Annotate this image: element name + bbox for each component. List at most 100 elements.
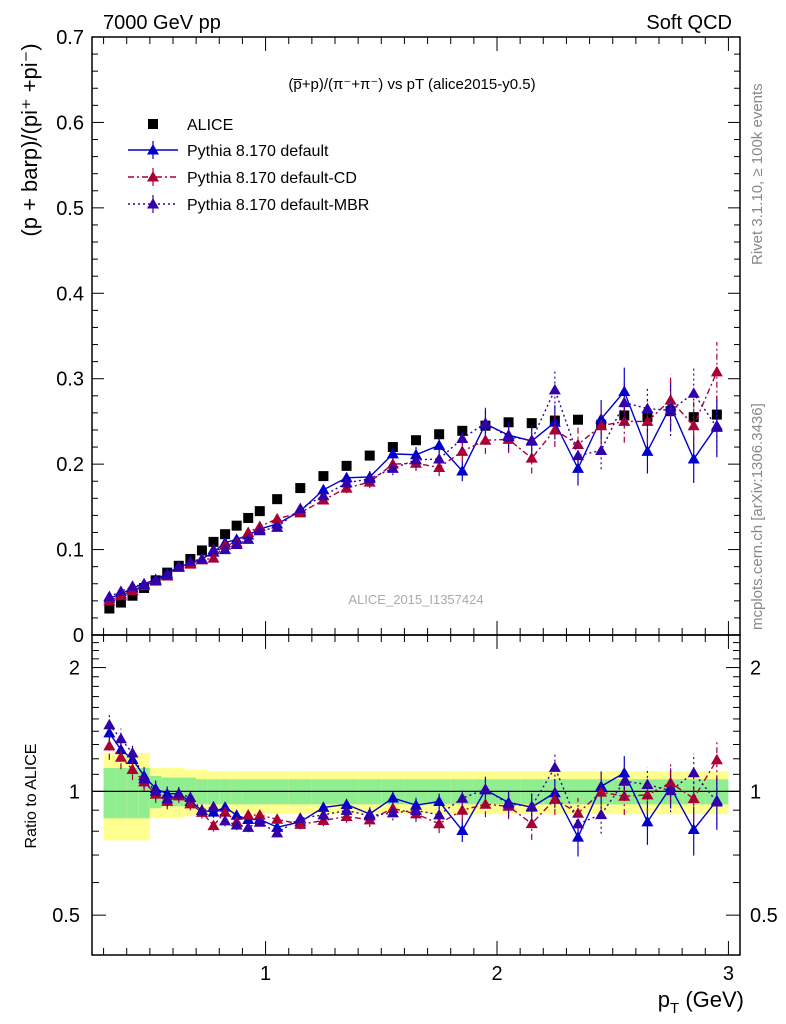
point-cd [207, 552, 220, 563]
point-mbr [410, 453, 422, 465]
ratio-point-cd [253, 809, 266, 820]
ratio-point-mbr [149, 785, 162, 796]
series-mbr [103, 365, 723, 602]
point-mbr [317, 489, 330, 501]
ratio-point-cd [456, 804, 469, 815]
analysis-watermark: ALICE_2015_I1357424 [348, 592, 483, 607]
point-data [196, 545, 207, 556]
point-mbr [114, 585, 127, 596]
ratio-point-cd [207, 819, 220, 831]
x-tick-label: 1 [260, 963, 271, 985]
series-line-mbr [109, 387, 718, 598]
legend-label-data: ALICE [187, 117, 233, 134]
series-line-default [109, 390, 718, 599]
ratio-point-default [317, 801, 330, 812]
point-data [127, 590, 138, 601]
point-cd [548, 423, 561, 435]
ratio-point-mbr [363, 809, 376, 821]
ratio-point-cd [126, 763, 139, 774]
ratio-point-cd [687, 792, 700, 803]
ratio-point-cd [548, 793, 561, 804]
ratio-panel: Ratio to ALICE 0.5 0.5 1 1 2 2 1 2 3 pT (GeV) [23, 634, 778, 1017]
point-mbr [548, 383, 561, 395]
ratio-line-mbr [108, 724, 718, 834]
point-mbr [161, 569, 174, 580]
ratio-point-default [230, 809, 243, 820]
ratio-ticks: 0.5 0.5 1 1 2 2 1 2 3 [52, 635, 778, 985]
point-mbr [149, 574, 162, 585]
point-mbr [456, 432, 469, 444]
ratio-point-mbr [386, 806, 399, 818]
legend-entry-mbr: Pythia 8.170 default-MBR [128, 195, 369, 214]
ratio-point-mbr [641, 778, 654, 789]
main-y-tick-label: 0.5 [56, 198, 84, 220]
ratio-point-mbr [618, 775, 631, 786]
point-data [231, 520, 242, 531]
mcplots-label: mcplots.cern.ch [arXiv:1306.3436] [749, 403, 766, 630]
point-cd [271, 512, 284, 524]
ratio-series-mbr [103, 713, 723, 842]
point-data [295, 483, 306, 494]
ratio-point-cd [710, 753, 723, 765]
ratio-point-mbr [525, 800, 538, 811]
main-y-tick-label: 0.4 [56, 283, 84, 305]
point-data [318, 471, 329, 482]
ratio-point-cd [242, 809, 255, 820]
ratio-point-mbr [572, 817, 584, 829]
main-series [103, 341, 723, 614]
ratio-point-cd [595, 786, 608, 797]
point-data [115, 597, 126, 608]
point-mbr [138, 578, 151, 590]
main-y-tick-label: 0.7 [56, 27, 84, 49]
ratio-point-mbr [456, 792, 469, 803]
point-mbr [687, 387, 700, 398]
ratio-y-axis-label: Ratio to ALICE [23, 744, 40, 849]
legend-entry-cd: Pythia 8.170 default-CD [128, 168, 357, 187]
ratio-point-mbr [548, 761, 561, 772]
ratio-point-cd [103, 739, 116, 751]
legend-entry-default: Pythia 8.170 default [128, 141, 329, 160]
point-cd [479, 434, 492, 445]
point-mbr [207, 543, 220, 555]
ratio-point-mbr [172, 787, 185, 799]
point-mbr [172, 560, 185, 572]
point-data [364, 450, 375, 461]
ratio-line-default [108, 732, 718, 839]
ratio-point-mbr [317, 808, 330, 820]
x-tick-label: 2 [491, 963, 502, 985]
main-y-axis-label: (p + barp)/(pi⁺ +pi⁻) [17, 43, 42, 236]
ratio-point-mbr [103, 718, 116, 730]
ratio-point-cd [525, 817, 538, 829]
point-mbr [253, 524, 266, 536]
band-inner-bin [115, 767, 127, 819]
ratio-point-mbr [114, 732, 127, 744]
point-data [341, 460, 352, 471]
point-cd [456, 445, 469, 456]
chart-title: (p̅+p)/(π⁻+π⁻) vs pT (alice2015-y0.5) [288, 76, 535, 93]
ratio-point-default [340, 798, 353, 809]
point-mbr [641, 402, 654, 414]
point-data [526, 418, 537, 429]
main-y-tick-label: 0.1 [56, 540, 84, 562]
point-mbr [363, 472, 376, 484]
legend-marker-default [147, 144, 159, 155]
band-inner-bin [138, 767, 150, 819]
ratio-point-mbr [207, 800, 220, 812]
ratio-point-mbr [710, 796, 723, 807]
ratio-point-mbr [340, 804, 353, 815]
point-mbr [184, 555, 197, 567]
header-left: 7000 GeV pp [103, 12, 221, 34]
ratio-point-mbr [138, 772, 151, 784]
point-data [272, 494, 283, 505]
point-data [243, 512, 254, 523]
ratio-point-default [386, 791, 399, 803]
point-mbr [618, 396, 631, 408]
point-mbr [294, 502, 307, 514]
point-default [386, 447, 399, 459]
point-default [317, 483, 330, 495]
point-cd [710, 365, 723, 377]
ratio-point-default [271, 821, 284, 832]
series-data [104, 406, 722, 614]
point-data [434, 429, 445, 440]
legend-marker-data [148, 119, 158, 129]
